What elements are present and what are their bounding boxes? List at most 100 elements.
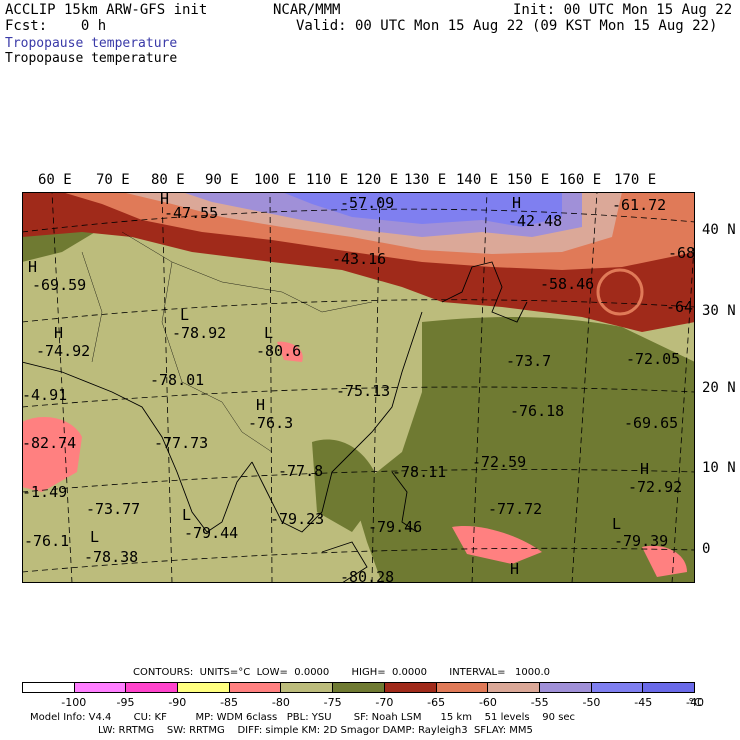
colorbar-swatch [178,683,230,692]
extremum-value: -47.55 [164,204,219,222]
extremum-value: -73.7 [506,352,552,370]
colorbar-swatch [436,683,489,692]
extremum-value: -82.74 [22,434,77,452]
extremum-value: -1.49 [22,483,68,501]
colorbar-label: -55 [530,696,549,709]
field-title-shaded: Tropopause temperature [5,36,178,51]
colorbar-label: -65 [427,696,446,709]
colorbar-label: -45 [634,696,653,709]
border-1 [121,231,373,313]
colorbar-label: -40 [686,696,704,709]
lon-line-7 [671,231,695,583]
lat-line-20 [22,386,695,408]
lat-label: 10 N [702,460,736,476]
extremum-value: -4.91 [22,386,68,404]
lon-label: 150 E [507,172,550,188]
lat-label: 40 N [702,222,736,238]
extremum-value: -76.18 [510,402,565,420]
extremum-value: -68 [668,244,696,262]
colorbar-swatch [539,683,592,692]
shade-pink-south [452,526,542,564]
shade-olive-patch1 [312,439,382,532]
forecast-hour: Fcst: 0 h [5,18,107,34]
extremum-value: -42.48 [508,212,563,230]
shade-pink-tibet [277,341,303,362]
extremum-value: -69.59 [32,276,87,294]
lon-label: 90 E [205,172,239,188]
extremum-value: -75.13 [336,382,391,400]
lon-line-6 [571,192,598,583]
coast-indochina [251,311,423,533]
colorbar-swatch [23,683,75,692]
colorbar-label: -80 [271,696,290,709]
lon-label: 140 E [456,172,499,188]
lon-label: 160 E [559,172,602,188]
country-borders [81,231,373,453]
lat-line-10 [22,469,695,493]
high-marker: H [54,324,64,342]
extremum-value: -79.23 [270,510,325,528]
shade-typhoon [596,268,644,316]
low-marker: L [264,324,274,342]
high-marker: H [510,560,520,578]
colorbar-swatch [126,683,179,692]
extremum-value: -79.39 [614,532,669,550]
extremum-value: -72.05 [626,350,681,368]
lon-label: 80 E [151,172,185,188]
colorbar-swatch [591,683,644,692]
coast-korea-japan [441,261,528,323]
model-info-line2: LW: RRTMG SW: RRTMG DIFF: simple KM: 2D … [98,725,533,736]
init-time: Init: 00 UTC Mon 15 Aug 22 [513,2,733,18]
extremum-value: -74.92 [36,342,91,360]
lat-label: 0 [702,541,711,557]
tropopause-temperature-map [22,192,695,583]
extremum-value: -80.28 [340,568,395,586]
extremum-value: -79.46 [368,518,423,536]
extremum-value: -77.8 [278,462,324,480]
extremum-value: -78.01 [150,371,205,389]
high-marker: H [160,190,170,208]
extremum-value: -73.77 [86,500,141,518]
low-marker: L [612,515,622,533]
extremum-value: -80.6 [256,342,302,360]
extremum-value: -77.73 [154,434,209,452]
contours-info: CONTOURS: UNITS=°C LOW= 0.0000 HIGH= 0.0… [133,667,551,678]
shade-olive-east [352,317,695,583]
extremum-value: -76.1 [24,532,70,550]
colorbar-label: -70 [375,696,394,709]
graticule [22,192,695,583]
colorbar-swatch [384,683,437,692]
colorbar-label: -85 [220,696,239,709]
colorbar-label: -95 [116,696,135,709]
high-marker: H [512,194,522,212]
lat-line-40 [22,208,695,233]
colorbar-swatch [333,683,385,692]
extremum-value: -78.38 [84,548,139,566]
lat-line-0 [22,547,695,573]
extremum-value: -72.92 [628,478,683,496]
extremum-value: -76.3 [248,414,294,432]
extremum-value: -43.16 [332,250,387,268]
extremum-value: -79.44 [184,524,239,542]
lon-line-1 [51,192,73,583]
colorbar-label: -50 [582,696,601,709]
lat-label: 20 N [702,380,736,396]
colorbar-swatch [488,683,540,692]
lon-label: 60 E [38,172,72,188]
extremum-value: -78.92 [172,324,227,342]
extremum-value: -77.72 [488,500,543,518]
border-4 [81,251,103,363]
lon-label: 120 E [356,172,399,188]
colorbar-label: -90 [168,696,187,709]
colorbar-swatch [74,683,127,692]
lat-line-30 [22,299,695,323]
map-border [22,192,695,583]
lon-line-3 [269,192,273,583]
lon-line-5 [471,192,488,583]
high-marker: H [256,396,266,414]
field-title-contour: Tropopause temperature [5,51,178,66]
colorbar-label: -75 [323,696,342,709]
extremum-value: -58.46 [540,275,595,293]
high-marker: H [640,460,650,478]
coast-borneo [321,541,368,583]
